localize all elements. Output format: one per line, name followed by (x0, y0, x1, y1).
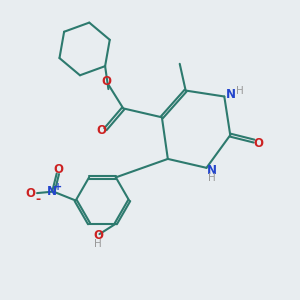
Text: N: N (207, 164, 217, 177)
Text: -: - (35, 193, 40, 206)
Text: O: O (93, 229, 103, 242)
Text: H: H (236, 86, 244, 96)
Text: H: H (208, 173, 216, 183)
Text: O: O (101, 74, 111, 88)
Text: H: H (94, 238, 102, 249)
Text: N: N (226, 88, 236, 100)
Text: +: + (54, 182, 62, 192)
Text: O: O (26, 187, 35, 200)
Text: O: O (97, 124, 107, 137)
Text: O: O (254, 137, 263, 150)
Text: O: O (53, 163, 64, 176)
Text: N: N (47, 184, 57, 197)
